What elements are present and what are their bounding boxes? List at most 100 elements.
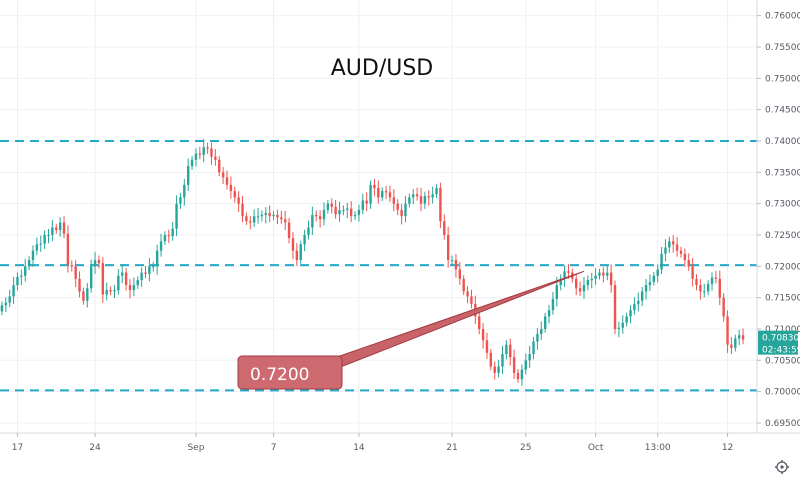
candle [353,211,357,220]
candle [74,260,77,288]
candle-body [245,216,248,222]
candle-body [256,216,260,218]
candle [540,321,543,341]
price-callout[interactable]: 0.7200 [237,270,585,390]
candle-body [39,243,42,245]
candle-body [547,310,551,317]
candle [109,286,112,296]
candle [35,237,39,256]
candle-body [617,327,621,329]
candle-body [121,272,124,276]
candle-body [664,247,667,254]
candle [501,345,504,375]
y-tick-labels: 0.76000 0.75500 0.75000 0.74500 0.74000 0.735… [757,12,800,429]
candle [315,210,318,222]
candle-body [16,276,19,286]
countdown-label: 02:43:59 [762,346,800,356]
price-axis[interactable]: 0.76000 0.75500 0.75000 0.74500 0.74000 0.735… [756,0,800,433]
candle-body [12,285,15,297]
candle-body [734,338,737,348]
candle [198,146,202,160]
candle [536,327,539,350]
y-tick-label: 0.71500 [765,294,800,304]
candle-body [51,227,54,235]
candle-body [101,263,105,295]
candle-body [291,238,295,251]
candle-body [454,260,458,270]
candle [58,217,62,237]
y-tick-label: 0.70500 [765,356,800,366]
candle-body [272,214,275,217]
candle-body [443,221,446,235]
candle [714,270,718,284]
candle-body [287,222,291,239]
candle [683,248,687,267]
candle-body [679,250,683,254]
candle [318,210,322,228]
candle-body [171,228,174,237]
y-tick-label: 0.74000 [765,137,800,147]
candle-body [276,214,279,218]
candle [155,244,159,275]
candle [260,210,264,222]
candle-body [43,234,46,244]
candle-body [412,194,415,198]
candle-body [31,250,35,261]
candle [637,292,640,312]
candle [4,297,8,312]
candle [241,196,244,223]
candle-body [342,209,345,211]
candle-body [202,147,205,155]
candle-body [58,222,62,230]
candle [380,187,384,202]
candle [532,337,535,360]
candle [606,265,609,281]
candle [652,271,656,286]
y-tick-label: 0.75500 [765,43,800,53]
candle-body [718,278,721,298]
candle [450,255,454,266]
candle-body [159,241,163,251]
candle [303,229,306,252]
candle-body [524,360,527,370]
candle-body [361,200,365,210]
candle-body [594,275,597,279]
candle-body [656,269,659,276]
candle [194,148,198,167]
candle-body [299,244,302,261]
candle [361,193,365,215]
candle [43,230,46,250]
candle-body [140,272,143,281]
candle-body [214,156,217,160]
candle-body [668,241,671,248]
candle-body [726,316,729,345]
candle [202,138,205,163]
candle-body [283,219,287,223]
settings-icon[interactable] [775,460,789,474]
candle [117,268,120,295]
candle-body [190,159,194,167]
candle-body [377,187,380,198]
candle [233,186,236,203]
candle-body [598,272,601,276]
x-tick-label: 17 [12,443,23,453]
y-tick-label: 0.72500 [765,231,800,241]
candle-body [194,153,198,160]
candle-body [20,275,23,277]
candle [493,361,496,380]
candle-body [543,316,547,329]
candle-body [590,278,593,281]
candle-body [388,192,392,198]
candle-body [532,341,535,355]
candle [218,156,221,177]
candle [89,259,93,293]
candle-body [307,227,310,235]
candle-body [303,234,306,245]
candle [388,185,392,202]
candle-body [280,217,283,220]
candle [454,254,458,278]
candle [322,202,326,226]
candle-body [563,271,566,279]
candle-body [82,291,85,301]
